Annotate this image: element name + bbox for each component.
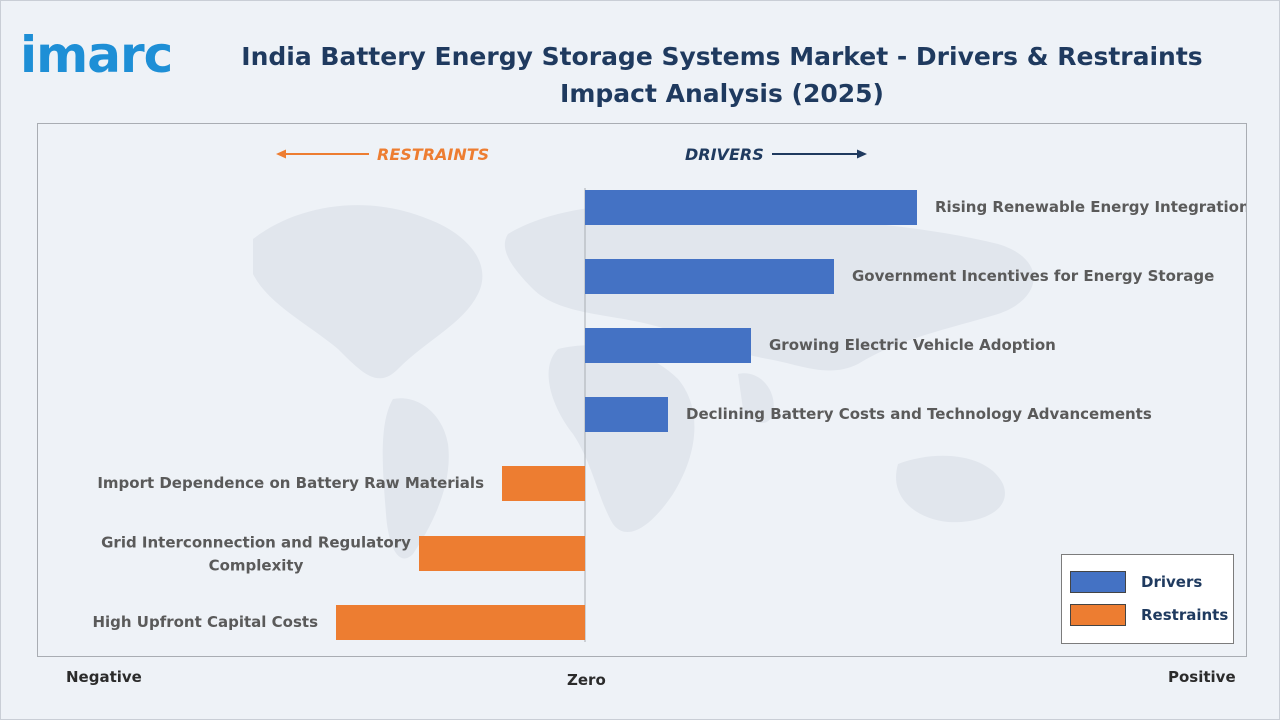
chart-plot-area: RESTRAINTS DRIVERS Rising Renewable Energ… bbox=[37, 123, 1247, 657]
restraints-arrow-head bbox=[276, 149, 286, 159]
category-label-4: Declining Battery Costs and Technology A… bbox=[686, 405, 1152, 423]
chart-legend: Drivers Restraints bbox=[1061, 554, 1234, 644]
drivers-arrow-head bbox=[857, 149, 867, 159]
bar-drivers-1 bbox=[585, 190, 917, 225]
legend-swatch-drivers bbox=[1070, 571, 1126, 593]
imarc-logo: imarc bbox=[20, 26, 202, 84]
bars-group bbox=[336, 188, 917, 642]
category-label-1: Rising Renewable Energy Integration bbox=[935, 198, 1246, 216]
category-label-5: Import Dependence on Battery Raw Materia… bbox=[97, 474, 484, 492]
category-label-6: Grid Interconnection and Regulatory Compl… bbox=[101, 533, 411, 574]
axis-label-positive: Positive bbox=[1168, 668, 1236, 686]
category-label-3: Growing Electric Vehicle Adoption bbox=[769, 336, 1056, 354]
world-map-watermark bbox=[253, 204, 1034, 559]
axis-label-negative: Negative bbox=[66, 668, 142, 686]
bar-drivers-2 bbox=[585, 259, 834, 294]
bar-drivers-3 bbox=[585, 328, 751, 363]
direction-arrows: RESTRAINTS DRIVERS bbox=[276, 145, 867, 164]
restraints-direction-label: RESTRAINTS bbox=[377, 145, 489, 164]
drivers-direction-label: DRIVERS bbox=[685, 145, 764, 164]
legend-item-restraints: Restraints bbox=[1070, 603, 1228, 627]
legend-label-restraints: Restraints bbox=[1141, 606, 1229, 624]
logo-graphic: imarc bbox=[20, 26, 173, 84]
category-label-2: Government Incentives for Energy Storage bbox=[852, 267, 1214, 285]
legend-label-drivers: Drivers bbox=[1141, 573, 1203, 591]
bar-drivers-4 bbox=[585, 397, 668, 432]
category-labels: Rising Renewable Energy Integration Gover… bbox=[92, 198, 1246, 631]
logo-wordmark: imarc bbox=[20, 30, 172, 82]
legend-swatch-restraints bbox=[1070, 604, 1126, 626]
axis-label-zero: Zero bbox=[567, 671, 606, 689]
bar-restraints-5 bbox=[502, 466, 585, 501]
bar-restraints-7 bbox=[336, 605, 585, 640]
page-title: India Battery Energy Storage Systems Mar… bbox=[241, 42, 1203, 108]
category-label-7: High Upfront Capital Costs bbox=[92, 613, 318, 631]
bar-restraints-6 bbox=[419, 536, 585, 571]
chart-canvas: RESTRAINTS DRIVERS Rising Renewable Energ… bbox=[92, 145, 1246, 642]
legend-item-drivers: Drivers bbox=[1070, 570, 1202, 594]
